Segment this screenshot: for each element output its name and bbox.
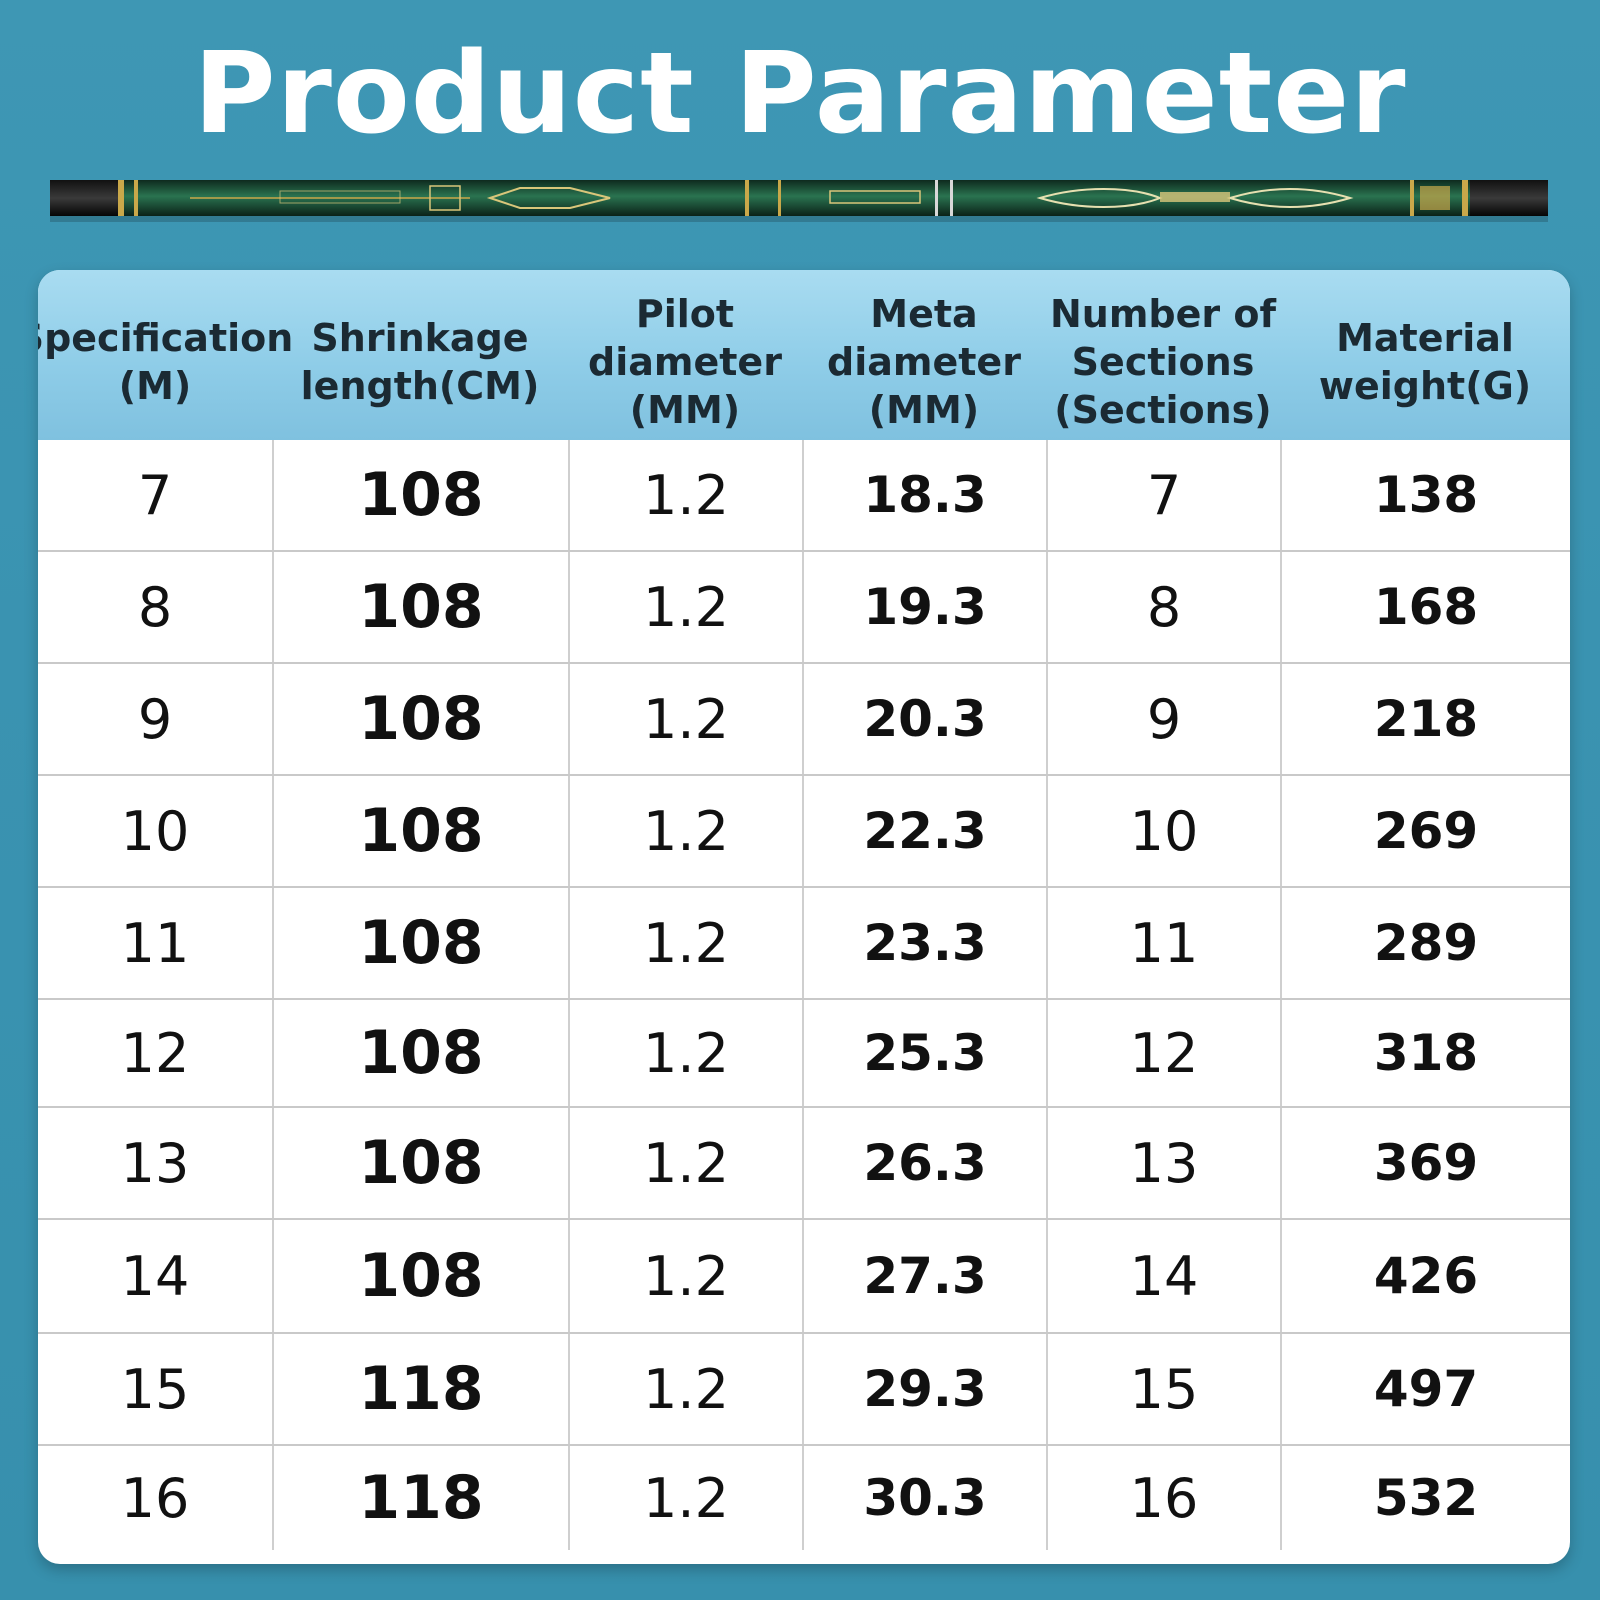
cell-pilot-diameter: 1.2 <box>568 440 802 550</box>
cell-shrinkage-length: 108 <box>272 664 568 774</box>
cell-material-weight: 138 <box>1280 440 1570 550</box>
cell-pilot-diameter: 1.2 <box>568 1334 802 1444</box>
cell-specification: 16 <box>120 1466 190 1530</box>
table-row: 10 108 1.2 22.3 10 269 <box>38 776 1570 888</box>
cell-specification: 10 <box>120 799 190 863</box>
page-title: Product Parameter <box>193 29 1407 159</box>
table-row: 12 108 1.2 25.3 12 318 <box>38 1000 1570 1108</box>
table-body: 7 108 1.2 18.3 7 138 8 108 1.2 19.3 8 16… <box>38 440 1570 1550</box>
cell-material-weight: 532 <box>1280 1446 1570 1550</box>
cell-shrinkage-length: 108 <box>272 1220 568 1332</box>
cell-shrinkage-length: 108 <box>272 888 568 998</box>
cell-pilot-diameter: 1.2 <box>568 1446 802 1550</box>
table-header: Specification (M) Shrinkage length(CM) P… <box>38 270 1570 440</box>
cell-material-weight: 218 <box>1280 664 1570 774</box>
cell-meta-diameter: 30.3 <box>802 1446 1046 1550</box>
cell-material-weight: 497 <box>1280 1334 1570 1444</box>
cell-material-weight: 168 <box>1280 552 1570 662</box>
column-header-specification: Specification (M) <box>38 316 294 408</box>
cell-meta-diameter: 20.3 <box>802 664 1046 774</box>
cell-number-of-sections: 14 <box>1046 1220 1280 1332</box>
cell-shrinkage-length: 108 <box>272 1108 568 1218</box>
cell-pilot-diameter: 1.2 <box>568 776 802 886</box>
table-row: 9 108 1.2 20.3 9 218 <box>38 664 1570 776</box>
cell-material-weight: 318 <box>1280 1000 1570 1106</box>
cell-shrinkage-length: 108 <box>272 552 568 662</box>
cell-meta-diameter: 22.3 <box>802 776 1046 886</box>
cell-number-of-sections: 10 <box>1046 776 1280 886</box>
cell-specification: 13 <box>120 1131 190 1195</box>
table-row: 16 118 1.2 30.3 16 532 <box>38 1446 1570 1550</box>
cell-material-weight: 269 <box>1280 776 1570 886</box>
cell-specification: 12 <box>120 1021 190 1085</box>
cell-material-weight: 369 <box>1280 1108 1570 1218</box>
column-header-number-of-sections: Number of Sections (Sections) <box>1049 292 1277 432</box>
table-row: 8 108 1.2 19.3 8 168 <box>38 552 1570 664</box>
cell-meta-diameter: 25.3 <box>802 1000 1046 1106</box>
column-header-pilot-diameter: Pilot diameter (MM) <box>588 292 782 432</box>
cell-shrinkage-length: 108 <box>272 440 568 550</box>
parameter-table: Specification (M) Shrinkage length(CM) P… <box>38 270 1570 1564</box>
cell-number-of-sections: 12 <box>1046 1000 1280 1106</box>
cell-shrinkage-length: 108 <box>272 776 568 886</box>
table-row: 15 118 1.2 29.3 15 497 <box>38 1334 1570 1446</box>
cell-pilot-diameter: 1.2 <box>568 1108 802 1218</box>
cell-meta-diameter: 29.3 <box>802 1334 1046 1444</box>
fishing-rod-image <box>50 180 1548 222</box>
cell-shrinkage-length: 118 <box>272 1334 568 1444</box>
cell-number-of-sections: 15 <box>1046 1334 1280 1444</box>
cell-pilot-diameter: 1.2 <box>568 1000 802 1106</box>
cell-meta-diameter: 26.3 <box>802 1108 1046 1218</box>
table-row: 14 108 1.2 27.3 14 426 <box>38 1220 1570 1334</box>
cell-number-of-sections: 11 <box>1046 888 1280 998</box>
table-row: 13 108 1.2 26.3 13 369 <box>38 1108 1570 1220</box>
cell-number-of-sections: 13 <box>1046 1108 1280 1218</box>
cell-pilot-diameter: 1.2 <box>568 664 802 774</box>
table-row: 7 108 1.2 18.3 7 138 <box>38 440 1570 552</box>
cell-material-weight: 426 <box>1280 1220 1570 1332</box>
cell-material-weight: 289 <box>1280 888 1570 998</box>
cell-specification: 9 <box>137 687 173 751</box>
cell-number-of-sections: 16 <box>1046 1446 1280 1550</box>
table-row: 11 108 1.2 23.3 11 289 <box>38 888 1570 1000</box>
column-header-shrinkage-length: Shrinkage length(CM) <box>300 316 540 408</box>
cell-number-of-sections: 8 <box>1046 552 1280 662</box>
cell-number-of-sections: 9 <box>1046 664 1280 774</box>
cell-pilot-diameter: 1.2 <box>568 888 802 998</box>
column-header-meta-diameter: Meta diameter (MM) <box>827 292 1021 432</box>
cell-pilot-diameter: 1.2 <box>568 1220 802 1332</box>
cell-pilot-diameter: 1.2 <box>568 552 802 662</box>
cell-specification: 8 <box>137 575 173 639</box>
cell-meta-diameter: 27.3 <box>802 1220 1046 1332</box>
cell-shrinkage-length: 108 <box>272 1000 568 1106</box>
cell-specification: 14 <box>120 1244 190 1308</box>
column-header-material-weight: Material weight(G) <box>1318 316 1532 408</box>
cell-specification: 7 <box>137 463 173 527</box>
cell-specification: 11 <box>120 911 190 975</box>
cell-meta-diameter: 19.3 <box>802 552 1046 662</box>
cell-number-of-sections: 7 <box>1046 440 1280 550</box>
cell-specification: 15 <box>120 1357 190 1421</box>
cell-meta-diameter: 18.3 <box>802 440 1046 550</box>
cell-shrinkage-length: 118 <box>272 1446 568 1550</box>
cell-meta-diameter: 23.3 <box>802 888 1046 998</box>
